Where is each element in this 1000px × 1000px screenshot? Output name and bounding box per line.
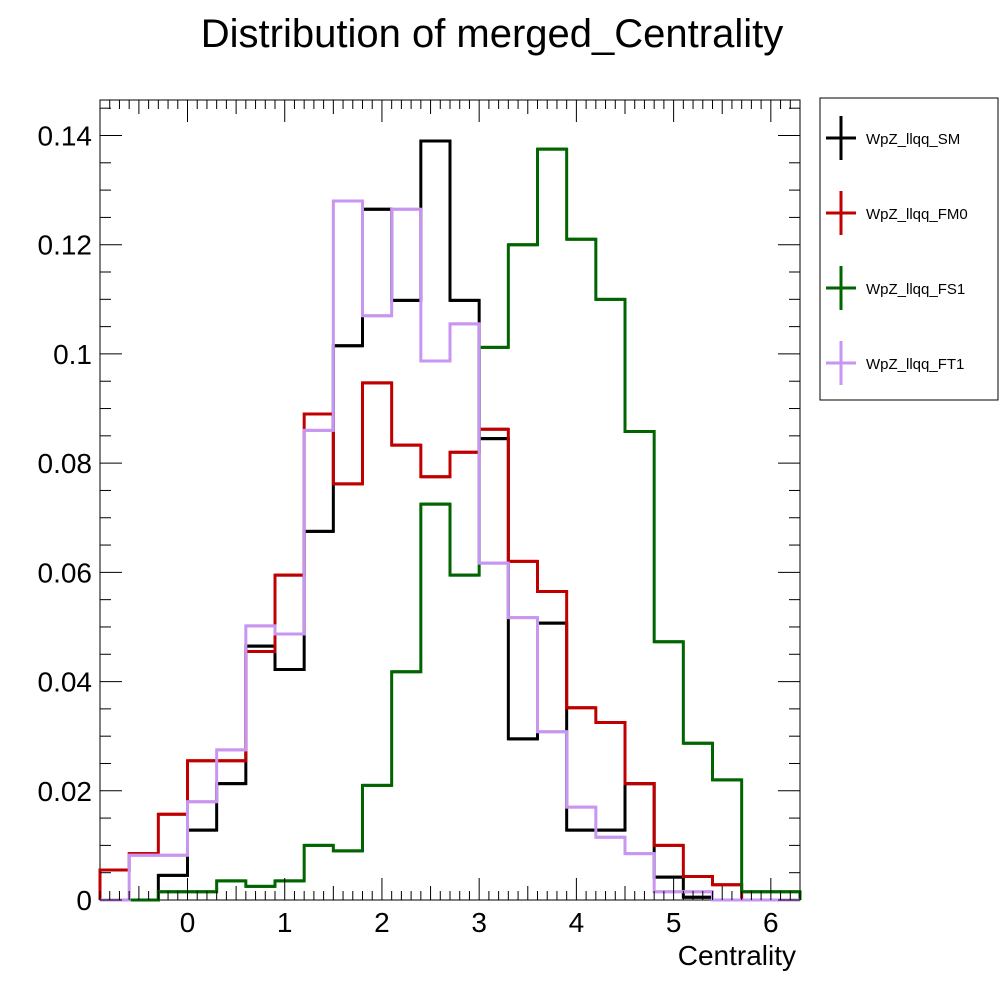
y-tick-label: 0 [76, 885, 92, 916]
legend-label: WpZ_llqq_FT1 [866, 356, 964, 373]
series-WpZ_llqq_FM0 [98, 381, 800, 902]
x-tick-label: 6 [763, 907, 779, 938]
legend-label: WpZ_llqq_FM0 [866, 206, 968, 223]
legend-label: WpZ_llqq_FS1 [866, 281, 965, 298]
x-tick-label: 3 [471, 907, 487, 938]
y-tick-label: 0.02 [38, 776, 93, 807]
legend-entry: WpZ_llqq_FT1 [826, 341, 964, 385]
legend-entry: WpZ_llqq_FM0 [826, 191, 968, 235]
series-layer [98, 139, 802, 902]
x-tick-label: 2 [374, 907, 390, 938]
y-axis: 0 0.02 0.04 0.06 0.08 0.1 0.12 0.14 [38, 107, 800, 916]
series-line [98, 381, 800, 902]
y-tick-label: 0.14 [38, 120, 93, 151]
y-tick-label: 0.06 [38, 557, 93, 588]
x-axis-title: Centrality [678, 940, 796, 971]
legend: WpZ_llqq_SM WpZ_llqq_FM0 WpZ_llqq_FS1 WpZ_l… [819, 97, 999, 401]
y-tick-label: 0.1 [53, 339, 92, 370]
legend-entry: WpZ_llqq_FS1 [826, 266, 965, 310]
y-tick-label: 0.04 [38, 667, 93, 698]
legend-entry: WpZ_llqq_SM [826, 116, 960, 160]
x-tick-label: 4 [569, 907, 585, 938]
legend-label: WpZ_llqq_SM [866, 131, 960, 148]
chart-title: Distribution of merged_Centrality [201, 12, 783, 56]
x-tick-label: 1 [277, 907, 293, 938]
y-tick-label: 0.12 [38, 230, 93, 261]
x-tick-label: 0 [180, 907, 196, 938]
legend-box [819, 97, 999, 401]
x-tick-label: 5 [666, 907, 682, 938]
x-axis: 0 1 2 3 4 5 6 [99, 100, 801, 938]
series-WpZ_llqq_FS1 [100, 147, 802, 902]
y-tick-label: 0.08 [38, 448, 93, 479]
